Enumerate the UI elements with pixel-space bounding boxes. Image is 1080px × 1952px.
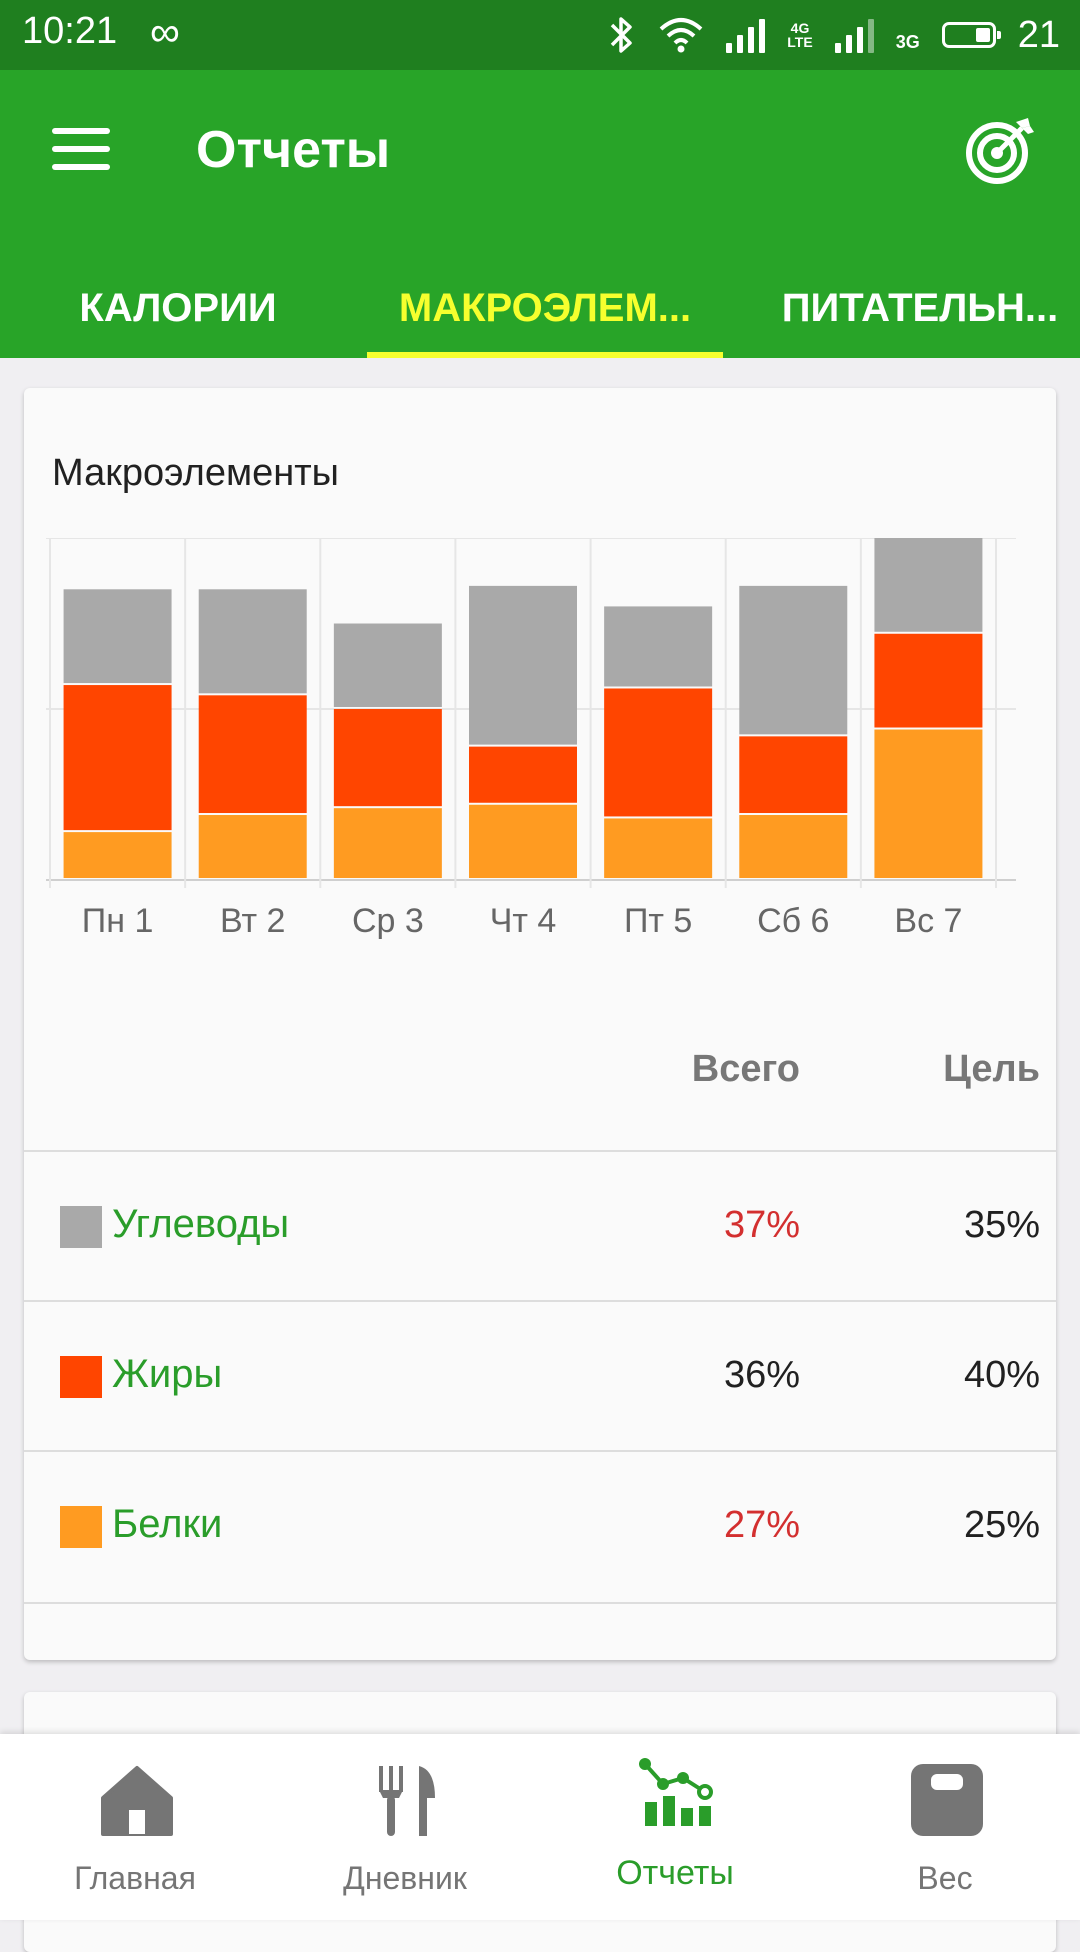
bar-segment[interactable] — [333, 709, 442, 807]
network-type-4g: 4G LTE — [787, 21, 812, 49]
nav-reports[interactable]: Отчеты — [540, 1734, 810, 1920]
tab-macros[interactable]: МАКРОЭЛЕМ... — [398, 286, 692, 330]
network-lte-label: LTE — [787, 34, 813, 50]
bar-segment[interactable] — [739, 585, 848, 735]
bluetooth-icon — [611, 17, 633, 53]
x-tick-label: Вт 2 — [220, 902, 285, 940]
system-icons: 4G LTE 3G 21 — [606, 8, 1060, 62]
carbs-swatch — [60, 1206, 102, 1248]
bar-segment[interactable] — [469, 585, 577, 745]
header-total: Всего — [691, 1048, 800, 1090]
nav-reports-label: Отчеты — [616, 1854, 734, 1892]
bar-segment[interactable] — [874, 729, 983, 878]
nav-home-label: Главная — [74, 1860, 196, 1896]
tab-indicator — [367, 352, 723, 358]
x-tick-label: Чт 4 — [490, 902, 557, 940]
proteins-label[interactable]: Белки — [112, 1502, 223, 1546]
bar-segment[interactable] — [469, 746, 577, 803]
bar-segment[interactable] — [333, 808, 442, 878]
bar-segment[interactable] — [739, 815, 848, 878]
fats-swatch — [60, 1356, 102, 1398]
app-bar: Отчеты КАЛОРИИ МАКРОЭЛЕМ... ПИТАТЕЛЬН... — [0, 70, 1080, 358]
bar-segment[interactable] — [874, 538, 983, 632]
bar-segment[interactable] — [63, 832, 172, 878]
fats-total: 36% — [723, 1354, 800, 1396]
x-tick-label: Пн 1 — [82, 902, 154, 940]
card-title: Макроэлементы — [52, 452, 339, 494]
x-tick-label: Пт 5 — [624, 902, 692, 940]
proteins-goal: 25% — [963, 1504, 1040, 1546]
status-time: 10:21 — [22, 10, 118, 52]
bar-segment[interactable] — [604, 606, 713, 687]
macros-chart: Пн 1 Вт 2 Ср 3 Чт 4 Пт 5 Сб 6 Вс 7 — [46, 538, 1016, 940]
bar-segment[interactable] — [63, 589, 172, 684]
bar-segment[interactable] — [333, 623, 442, 708]
fork-knife-icon — [379, 1766, 435, 1836]
macro-row-fats: Жиры 36% 40% — [24, 1300, 1056, 1452]
signal-strength-2-icon — [834, 17, 874, 53]
tab-bar: КАЛОРИИ МАКРОЭЛЕМ... ПИТАТЕЛЬН... — [0, 258, 1080, 358]
bar-segment[interactable] — [198, 815, 307, 878]
target-icon[interactable] — [964, 114, 1036, 186]
menu-icon[interactable] — [52, 128, 110, 170]
battery-icon — [941, 22, 1001, 48]
nav-weight[interactable]: Вес — [810, 1734, 1080, 1920]
header-goal: Цель — [943, 1048, 1040, 1090]
bar-segment[interactable] — [604, 818, 713, 878]
tab-calories[interactable]: КАЛОРИИ — [79, 286, 277, 330]
bar-segment[interactable] — [874, 633, 983, 728]
chart-icon — [639, 1758, 713, 1826]
nav-diary-label: Дневник — [343, 1860, 467, 1896]
bar-segment[interactable] — [739, 736, 848, 814]
bar-segment[interactable] — [198, 695, 307, 814]
carbs-goal: 35% — [963, 1204, 1040, 1246]
status-bar: 10:21 ∞ 4G LTE 3G 21 — [0, 0, 1080, 70]
tab-nutrients[interactable]: ПИТАТЕЛЬН... — [781, 286, 1059, 330]
x-tick-label: Ср 3 — [352, 902, 424, 940]
bar-segment[interactable] — [469, 804, 577, 878]
x-tick-label: Вс 7 — [894, 902, 962, 940]
infinity-icon: ∞ — [150, 8, 180, 55]
signal-strength-icon — [726, 17, 766, 53]
home-icon — [101, 1766, 173, 1836]
macros-card: Макроэлементы Пн 1 Вт 2 Ср 3 Чт 4 Пт 5 Сб 6 Вс… — [24, 388, 1056, 1660]
nav-home[interactable]: Главная — [0, 1734, 270, 1920]
fats-goal: 40% — [963, 1354, 1040, 1396]
bottom-nav: Главная Дневник Отчеты — [0, 1734, 1080, 1920]
wifi-icon — [659, 18, 703, 53]
macro-row-proteins: Белки 27% 25% — [24, 1450, 1056, 1604]
page-title: Отчеты — [196, 121, 391, 179]
x-tick-label: Сб 6 — [757, 902, 829, 940]
nav-diary[interactable]: Дневник — [270, 1734, 540, 1920]
network-3g-label: 3G — [895, 32, 920, 52]
bar-segment[interactable] — [198, 589, 307, 694]
proteins-swatch — [60, 1506, 102, 1548]
scale-icon — [911, 1764, 983, 1836]
fats-label[interactable]: Жиры — [112, 1352, 223, 1396]
carbs-total: 37% — [723, 1204, 800, 1246]
nav-weight-label: Вес — [917, 1860, 973, 1896]
macro-row-carbs: Углеводы 37% 35% — [24, 1150, 1056, 1302]
proteins-total: 27% — [723, 1504, 800, 1546]
battery-level: 21 — [1017, 13, 1060, 56]
bar-segment[interactable] — [604, 688, 713, 817]
network-4g-label: 4G — [790, 20, 810, 36]
carbs-label[interactable]: Углеводы — [112, 1202, 290, 1246]
bar-segment[interactable] — [63, 685, 172, 831]
